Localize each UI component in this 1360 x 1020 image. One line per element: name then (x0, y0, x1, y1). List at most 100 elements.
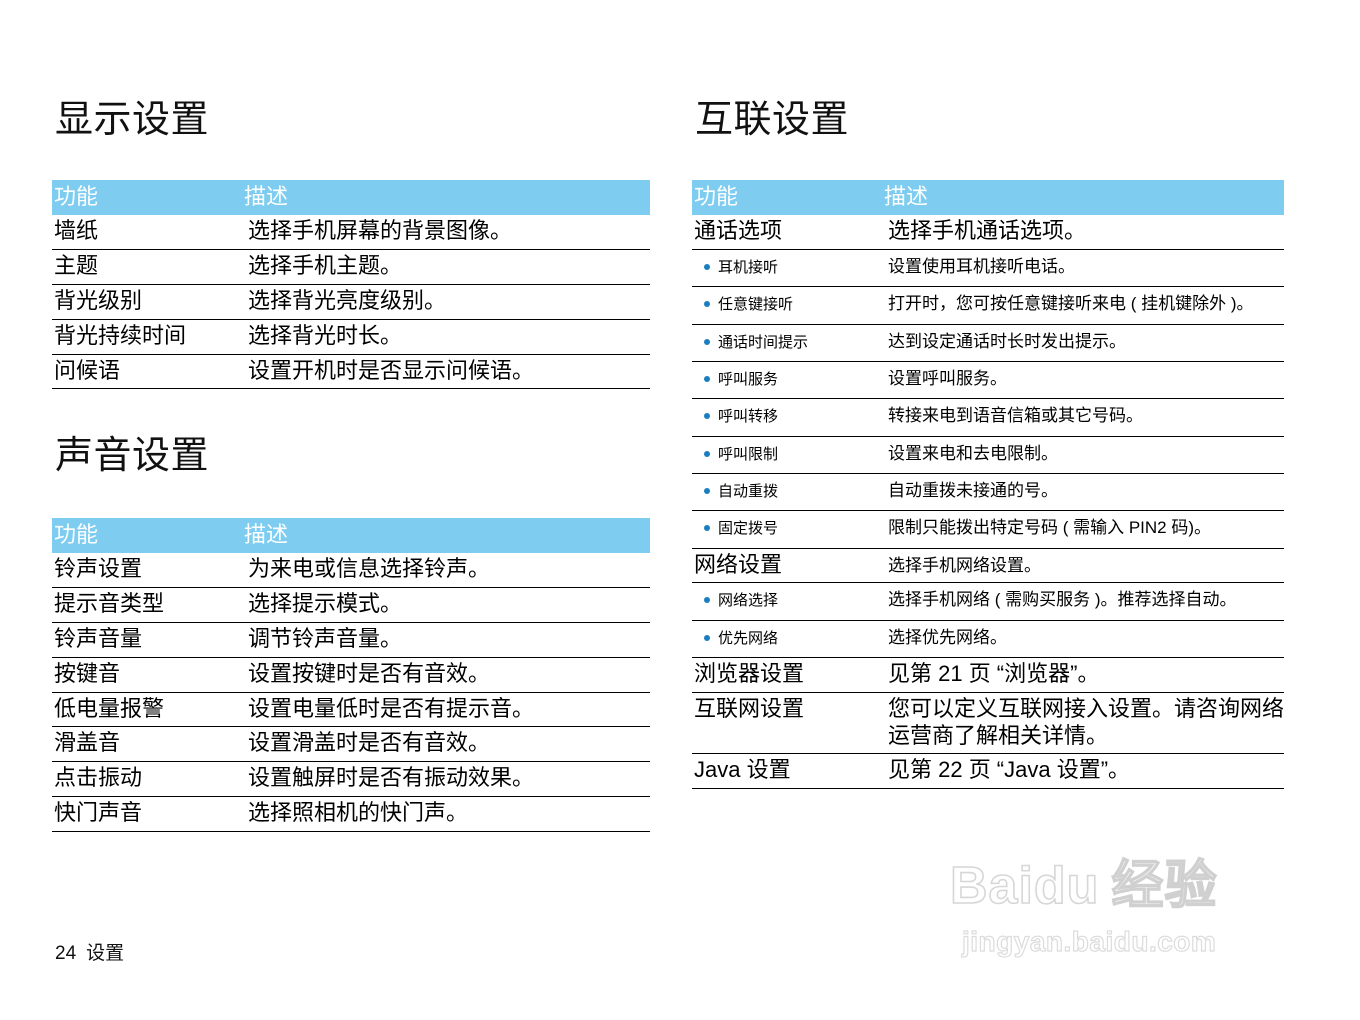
row-function-label: Java 设置 (692, 753, 882, 790)
table-row: 提示音类型 选择提示模式。 (52, 587, 650, 623)
row-description: 您可以定义互联网接入设置。请咨询网络运营商了解相关详情。 (882, 692, 1284, 755)
table-row: 固定拨号 限制只能拨出特定号码 ( 需输入 PIN2 码)。 (692, 510, 1284, 549)
baidu-watermark: Baidu 经验 jingyan.baidu.com (949, 857, 1280, 970)
row-function-text: 通话时间提示 (718, 333, 809, 351)
row-description: 限制只能拨出特定号码 ( 需输入 PIN2 码)。 (882, 510, 1284, 549)
row-function-label: 背光级别 (52, 284, 242, 320)
table-row: 呼叫转移 转接来电到语音信箱或其它号码。 (692, 398, 1284, 437)
row-description: 为来电或信息选择铃声。 (242, 553, 650, 589)
table-row: 互联网设置 您可以定义互联网接入设置。请咨询网络运营商了解相关详情。 (692, 692, 1284, 755)
table-row: 任意键接听 打开时，您可按任意键接听来电 ( 挂机键除外 )。 (692, 286, 1284, 325)
row-function-text: 网络选择 (718, 592, 779, 610)
column-header-description: 描述 (882, 180, 1284, 216)
watermark-logo-latin: Baidu (949, 857, 1100, 915)
table-row: 滑盖音 设置滑盖时是否有音效。 (52, 726, 650, 763)
row-function-text: 呼叫限制 (718, 445, 779, 463)
row-function-label: 墙纸 (52, 215, 242, 251)
row-function-label: 快门声音 (52, 796, 242, 832)
row-function-text: 呼叫服务 (718, 371, 779, 389)
table-row: 自动重拨 自动重拨未接通的号。 (692, 473, 1284, 512)
bullet-icon (704, 301, 710, 308)
row-description: 见第 22 页 “Java 设置”。 (882, 753, 1284, 790)
row-description: 设置触屏时是否有振动效果。 (242, 761, 650, 798)
row-description: 转接来电到语音信箱或其它号码。 (882, 398, 1284, 437)
table-row: 问候语 设置开机时是否显示问候语。 (52, 354, 650, 390)
table-row: 铃声音量 调节铃声音量。 (52, 622, 650, 658)
row-description: 自动重拨未接通的号。 (882, 473, 1284, 512)
bullet-icon (704, 450, 710, 457)
row-function-label: 耳机接听 (692, 249, 882, 288)
row-function-label: 固定拨号 (692, 510, 882, 549)
table-row: 低电量报警 设置电量低时是否有提示音。 (52, 692, 650, 728)
table-row: 浏览器设置 见第 21 页 “浏览器”。 (692, 657, 1284, 693)
row-function-text: 固定拨号 (718, 520, 779, 538)
row-function-label: 呼叫限制 (692, 436, 882, 474)
row-function-text: 任意键接听 (718, 296, 794, 314)
bullet-icon (704, 376, 710, 383)
table-row: 背光级别 选择背光亮度级别。 (52, 284, 650, 320)
footer-chapter-name: 设置 (86, 943, 125, 964)
row-description: 选择背光时长。 (242, 319, 650, 355)
row-function-label: 铃声设置 (52, 553, 242, 589)
row-description: 设置开机时是否显示问候语。 (242, 354, 650, 390)
row-description: 选择手机屏幕的背景图像。 (242, 215, 650, 251)
table-header-row: 功能 描述 (52, 518, 650, 554)
table-row: 网络设置 选择手机网络设置。 (692, 548, 1284, 584)
row-function-label: 自动重拨 (692, 473, 882, 512)
row-function-label: 通话选项 (692, 215, 882, 251)
bullet-icon (704, 413, 710, 420)
table-row: Java 设置 见第 22 页 “Java 设置”。 (692, 753, 1284, 790)
row-description: 设置按键时是否有音效。 (242, 657, 650, 693)
table-row: 通话时间提示 达到设定通话时长时发出提示。 (692, 324, 1284, 363)
row-function-text: 优先网络 (718, 629, 779, 647)
table-row: 通话选项 选择手机通话选项。 (692, 215, 1284, 251)
row-function-text: 耳机接听 (718, 259, 779, 277)
table-row: 网络选择 选择手机网络 ( 需购买服务 )。推荐选择自动。 (692, 582, 1284, 621)
table-sound-settings: 功能 描述 铃声设置 为来电或信息选择铃声。 提示音类型 选择提示模式。 铃声音… (52, 518, 650, 832)
row-description: 选择优先网络。 (882, 620, 1284, 658)
table-row: 呼叫限制 设置来电和去电限制。 (692, 436, 1284, 474)
row-function-label: 任意键接听 (692, 286, 882, 325)
table-row: 主题 选择手机主题。 (52, 249, 650, 285)
row-description: 选择手机网络 ( 需购买服务 )。推荐选择自动。 (882, 582, 1284, 621)
row-function-text: 呼叫转移 (718, 408, 779, 426)
row-function-label: 浏览器设置 (692, 657, 882, 693)
row-description: 选择背光亮度级别。 (242, 284, 650, 320)
table-row: 按键音 设置按键时是否有音效。 (52, 657, 650, 693)
bullet-icon (704, 338, 710, 345)
table-header-row: 功能 描述 (52, 180, 650, 216)
table-header-row: 功能 描述 (692, 180, 1284, 216)
row-description: 设置呼叫服务。 (882, 361, 1284, 400)
section-title-connectivity-settings: 互联设置 (695, 99, 850, 141)
row-function-label: 按键音 (52, 657, 242, 693)
section-title-display-settings: 显示设置 (55, 99, 210, 141)
bullet-icon (704, 525, 710, 532)
row-function-label: 铃声音量 (52, 622, 242, 658)
column-header-function: 功能 (52, 180, 242, 216)
watermark-logo: Baidu 经验 (949, 857, 1280, 915)
watermark-url: jingyan.baidu.com (961, 925, 1217, 957)
table-row: 墙纸 选择手机屏幕的背景图像。 (52, 215, 650, 251)
table-row: 背光持续时间 选择背光时长。 (52, 319, 650, 355)
row-function-label: 点击振动 (52, 761, 242, 798)
row-description: 见第 21 页 “浏览器”。 (882, 657, 1284, 693)
row-description: 选择提示模式。 (242, 587, 650, 623)
row-description: 选择手机通话选项。 (882, 215, 1284, 251)
table-row: 铃声设置 为来电或信息选择铃声。 (52, 553, 650, 589)
table-display-settings: 功能 描述 墙纸 选择手机屏幕的背景图像。 主题 选择手机主题。 背光级别 选择… (52, 180, 650, 390)
row-description: 调节铃声音量。 (242, 622, 650, 658)
row-function-label: 优先网络 (692, 620, 882, 658)
row-description: 选择照相机的快门声。 (242, 796, 650, 832)
bullet-icon (704, 264, 710, 271)
column-header-description: 描述 (242, 518, 650, 554)
table-row: 点击振动 设置触屏时是否有振动效果。 (52, 761, 650, 798)
row-description: 达到设定通话时长时发出提示。 (882, 324, 1284, 363)
row-function-label: 网络选择 (692, 582, 882, 621)
row-function-label: 背光持续时间 (52, 319, 242, 355)
row-function-label: 主题 (52, 249, 242, 285)
row-function-text: 自动重拨 (718, 482, 779, 500)
section-title-sound-settings: 声音设置 (55, 435, 210, 477)
footer-page-number: 24 (55, 943, 77, 964)
column-header-function: 功能 (692, 180, 882, 216)
